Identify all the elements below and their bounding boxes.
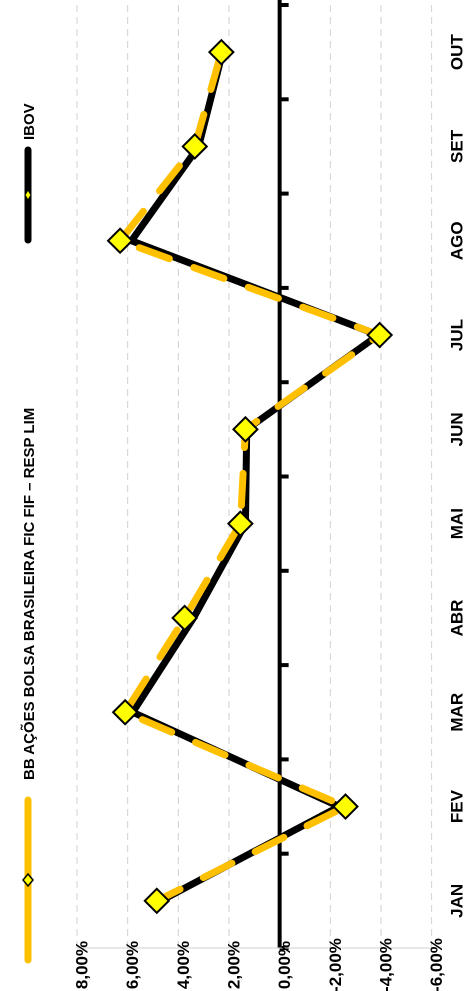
legend-ibov-marker — [24, 189, 32, 201]
category-label: ABR — [447, 600, 466, 637]
value-tick-label: 8,00% — [72, 941, 91, 989]
category-label: MAI — [447, 508, 466, 539]
value-tick-label: 6,00% — [123, 941, 142, 989]
gridlines — [76, 5, 433, 948]
data-point-fund — [106, 227, 134, 255]
zero-axis — [77, 0, 432, 950]
data-point-fund — [207, 38, 235, 66]
legend: BB AÇÕES BOLSA BRASILEIRA FIC FIF – RESP… — [20, 103, 38, 964]
data-point-fund — [332, 793, 359, 820]
value-tick-label: 4,00% — [174, 941, 193, 989]
data-point-fund — [143, 887, 171, 915]
value-tick-label: -6,00% — [427, 938, 446, 991]
value-tick-label: 2,00% — [224, 941, 243, 989]
category-label: MAR — [447, 693, 466, 732]
category-label: AGO — [447, 221, 466, 260]
series-layer — [106, 38, 394, 915]
data-point-fund — [181, 133, 209, 160]
legend-item-ibov: IBOV — [21, 103, 38, 244]
legend-fund-marker — [22, 872, 34, 888]
value-tick-label: -4,00% — [376, 938, 395, 991]
value-tick-label: 0,00% — [275, 941, 294, 989]
data-point-fund — [226, 510, 254, 538]
data-point-fund — [232, 415, 259, 443]
category-label: JUL — [447, 319, 466, 351]
data-point-fund — [366, 321, 394, 349]
data-point-fund — [171, 604, 199, 632]
value-tick-label: -2,00% — [326, 938, 345, 991]
legend-ibov-label: IBOV — [21, 103, 38, 140]
value-tick-labels: 8,00% 6,00% 4,00% 2,00% 0,00% -2,00% -4,00% -6,… — [72, 938, 446, 991]
series-line-fund — [116, 48, 384, 905]
data-point-fund — [111, 698, 139, 726]
category-label: JAN — [447, 884, 466, 918]
category-label: JUN — [447, 412, 466, 446]
category-label: FEV — [447, 789, 466, 823]
category-label: OUT — [447, 34, 466, 71]
legend-item-fund: BB AÇÕES BOLSA BRASILEIRA FIC FIF – RESP… — [20, 408, 38, 964]
category-label: SET — [447, 129, 466, 163]
category-labels: JAN FEV MAR ABR MAI JUN JUL AGO SET OUT — [447, 34, 466, 918]
legend-fund-label: BB AÇÕES BOLSA BRASILEIRA FIC FIF – RESP… — [20, 408, 38, 780]
